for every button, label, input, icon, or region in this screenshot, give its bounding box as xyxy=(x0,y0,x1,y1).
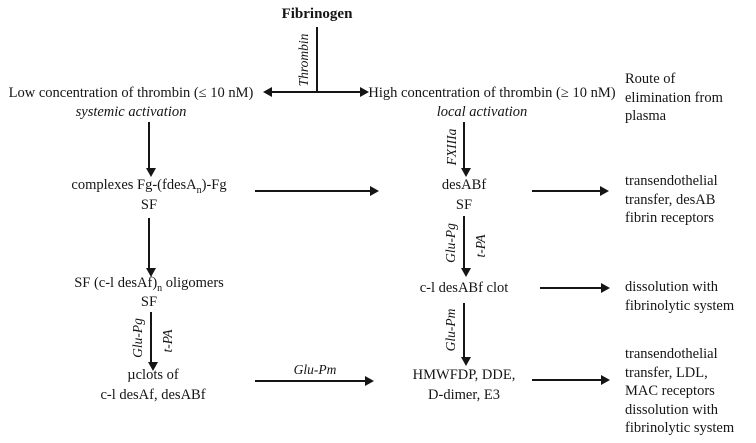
node-complexes-sf: SF xyxy=(140,197,158,213)
node-hmwfdp-line2: D-dimer, E3 xyxy=(428,387,500,403)
glu-pg-label-left: Glu-Pg xyxy=(130,318,145,358)
fxiiia-label: FXIIIa xyxy=(444,128,459,166)
route-column-header: Route of elimination from plasma xyxy=(625,71,723,124)
arrow-clot-to-route2 xyxy=(540,283,610,293)
arrow-oligomers-to-uclots xyxy=(148,312,158,371)
diagram-title: Fibrinogen xyxy=(281,6,353,22)
route-transendothelial-desab: transendothelial transfer, desAB fibrin … xyxy=(625,173,718,226)
t-pa-label-right: t-PA xyxy=(473,234,488,258)
node-oligomers: SF (c-l desAf)n oligomers xyxy=(74,275,224,294)
node-complexes: complexes Fg-(fdesAn)-Fg xyxy=(71,177,227,196)
node-clot: c-l desABf clot xyxy=(419,280,509,296)
thrombin-line xyxy=(316,27,318,93)
node-hmwfdp: HMWFDP, DDE, xyxy=(412,367,516,383)
node-desabf-sf: SF xyxy=(455,197,473,213)
glu-pm-cross-label: Glu-Pm xyxy=(293,362,337,377)
low-thrombin-heading: Low concentration of thrombin (≤ 10 nM) xyxy=(8,85,254,101)
arrow-desabf-to-clot xyxy=(461,216,471,277)
node-desabf: desABf xyxy=(441,177,487,193)
arrow-complexes-to-desabf xyxy=(255,186,379,196)
local-activation-label: local activation xyxy=(436,104,528,120)
arrow-high-to-desabf xyxy=(461,122,471,177)
high-thrombin-heading: High concentration of thrombin (≥ 10 nM) xyxy=(368,85,616,101)
systemic-activation-label: systemic activation xyxy=(75,104,187,120)
route-transendothelial-ldl: transendothelial transfer, LDL, MAC rece… xyxy=(625,346,735,436)
node-uclots: µclots of xyxy=(127,367,179,383)
node-uclots-line2: c-l desAf, desABf xyxy=(100,387,206,403)
glu-pm-label-right: Glu-Pm xyxy=(443,308,458,352)
node-oligomers-sf: SF xyxy=(140,294,158,310)
thrombin-label: Thrombin xyxy=(296,33,311,87)
route-dissolution: dissolution with fibrinolytic system xyxy=(625,279,735,314)
arrow-desabf-to-route1 xyxy=(532,186,609,196)
glu-pg-label-right: Glu-Pg xyxy=(443,223,458,263)
arrow-hmwfdp-to-route3 xyxy=(532,375,610,385)
arrow-clot-to-hmwfdp xyxy=(461,303,471,366)
arrow-low-to-complexes xyxy=(146,122,156,177)
arrow-uclots-to-hmwfdp xyxy=(255,376,374,386)
arrow-complexes-to-oligomers xyxy=(146,218,156,277)
t-pa-label-left: t-PA xyxy=(160,329,175,353)
split-arrow xyxy=(263,87,369,97)
